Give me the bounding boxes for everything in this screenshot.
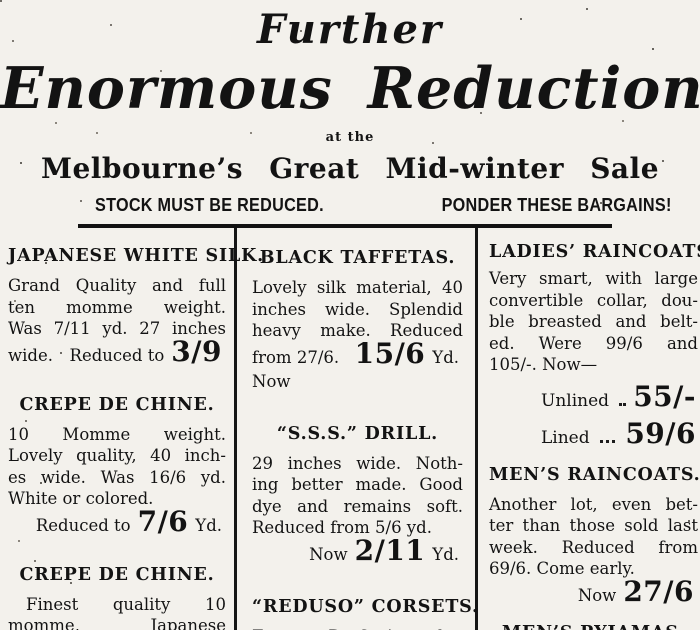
item-text-line: 10 Momme weight. <box>8 424 226 444</box>
item-heading: “S.S.S.” DRILL. <box>276 423 439 444</box>
item-text-line: Another lot, even bet- <box>489 494 698 514</box>
price-lead-text: wide. <box>8 345 53 365</box>
item-heading: BLACK TAFFETAS. <box>259 248 456 268</box>
price-lead-text: from 27/6. Now <box>252 347 340 391</box>
price-value: 59/6 <box>625 416 696 450</box>
ad-headline: Enormous Reductions <box>0 55 700 122</box>
item-text-line: ter than those sold last <box>489 516 698 535</box>
price-option-unlined: Unlined 55/- <box>489 380 698 413</box>
item-text-line: ble breasted and belt- <box>489 312 698 331</box>
price-line: Now 27/6 <box>489 574 698 608</box>
price-value: 55/- <box>633 379 696 413</box>
price-value: 3/9 <box>171 334 222 368</box>
item-heading: MEN’S RAINCOATS. <box>489 464 700 485</box>
item-heading: JAPANESE WHITE SILK. <box>8 246 264 266</box>
column-clothing-right: LADIES’ RAINCOATS. Very smart, with larg… <box>475 228 700 630</box>
item-text-line: Lovely silk material, 40 <box>252 278 463 297</box>
item-text-line: 29 inches wide. Noth- <box>252 453 463 473</box>
item-text-line: ten momme weight. <box>8 297 226 317</box>
price-label: Now <box>309 544 348 564</box>
price-value: 15/6 <box>354 336 426 370</box>
listing-columns: JAPANESE WHITE SILK. Grand Quality and f… <box>0 228 700 630</box>
item-heading: MEN’S PYJAMAS. <box>489 623 698 630</box>
item-text-line: ing better made. Good <box>252 475 463 494</box>
ad-connector-text: at the <box>325 130 375 145</box>
price-line: Reduced to 7/6 Yd. <box>8 504 226 538</box>
strikethrough-leader <box>619 393 624 406</box>
slogan-row: STOCK MUST BE REDUCED. PONDER THESE BARG… <box>0 185 700 216</box>
item-text-line: convertible collar, dou- <box>489 290 698 310</box>
horizontal-rule <box>78 224 612 228</box>
column-fabrics-middle: BLACK TAFFETAS. Lovely silk material, 40… <box>234 228 479 630</box>
store-sale-title: Melbourne’s Great Mid-winter Sale <box>40 152 660 185</box>
item-text-line: Was 7/11 yd. 27 inches <box>8 319 226 338</box>
price-label: Reduced to <box>69 345 165 365</box>
strikethrough-leader <box>599 430 616 443</box>
item-text-line: es wide. Was 16/6 yd. <box>8 467 226 487</box>
price-label: Now <box>577 585 617 605</box>
item-text-line: 105/-. Now— <box>489 355 598 374</box>
item-heading: “REDUSO” CORSETS. <box>252 596 479 617</box>
price-value: 2/11 <box>354 533 426 567</box>
ad-item-black-taffetas: BLACK TAFFETAS. Lovely silk material, 40… <box>252 248 463 394</box>
column-divider-right <box>475 228 478 630</box>
item-heading: CREPE DE CHINE. <box>19 564 215 585</box>
item-text-line: dye and remains soft. <box>252 496 463 516</box>
item-text-line: Reduced from 5/6 yd. <box>252 518 432 537</box>
ad-item-japanese-white-silk: JAPANESE WHITE SILK. Grand Quality and f… <box>8 246 264 368</box>
ad-item-reduso-corsets: “REDUSO” CORSETS. Famous D. & A. make. B… <box>252 596 479 630</box>
option-name: Unlined <box>541 390 610 411</box>
price-label: Reduced to <box>35 515 131 535</box>
item-text-line: week. Reduced from <box>489 537 698 557</box>
item-text-line: Grand Quality and full <box>8 276 226 295</box>
price-unit: Yd. <box>195 515 222 535</box>
item-text-line: 69/6. Come early. <box>489 559 635 578</box>
item-text-line: heavy make. Reduced <box>252 321 463 340</box>
item-heading: LADIES’ RAINCOATS. <box>489 242 700 262</box>
item-text-line: momme, Japanese <box>8 616 226 630</box>
column-divider-left <box>234 228 237 630</box>
ad-item-sss-drill: “S.S.S.” DRILL. 29 inches wide. Noth- in… <box>252 424 463 567</box>
ad-item-crepe-de-chine-1: CREPE DE CHINE. 10 Momme weight. Lovely … <box>8 395 226 538</box>
price-line: wide. Reduced to 3/9 <box>8 334 226 368</box>
ad-item-ladies-raincoats: LADIES’ RAINCOATS. Very smart, with larg… <box>489 242 700 450</box>
item-text-line: White or colored. <box>8 489 154 508</box>
ad-item-mens-pyjamas: MEN’S PYJAMAS. Bought “job” from a hard-… <box>489 623 698 630</box>
price-value: 27/6 <box>623 574 694 608</box>
scan-noise-speckles <box>0 0 2 2</box>
item-text-line: inches wide. Splendid <box>252 299 463 319</box>
column-fabrics-left: JAPANESE WHITE SILK. Grand Quality and f… <box>0 228 264 630</box>
item-text-line: Very smart, with large <box>489 269 698 288</box>
ad-item-crepe-de-chine-2: CREPE DE CHINE. Finest quality 10 momme,… <box>8 565 226 630</box>
item-text-line: Finest quality 10 <box>26 594 226 614</box>
item-text-line: Famous D. & A. make. <box>252 626 463 630</box>
slogan-right: PONDER THESE BARGAINS! <box>441 195 672 215</box>
ad-kicker: Further <box>257 6 443 53</box>
price-option-lined: Lined 59/6 <box>489 417 698 450</box>
price-line: Now 2/11 Yd. <box>252 533 463 567</box>
price-line: from 27/6. Now 15/6 Yd. <box>252 336 463 394</box>
price-unit: Yd. <box>432 347 459 367</box>
ad-item-mens-raincoats: MEN’S RAINCOATS. Another lot, even bet- … <box>489 464 700 608</box>
item-text-line: Lovely quality, 40 inch- <box>8 446 226 465</box>
slogan-left: STOCK MUST BE REDUCED. <box>95 195 324 215</box>
item-heading: CREPE DE CHINE. <box>19 394 215 415</box>
price-value: 7/6 <box>137 504 189 538</box>
item-text-line: ed. Were 99/6 and <box>489 333 698 353</box>
price-unit: Yd. <box>432 544 459 564</box>
option-name: Lined <box>541 427 590 448</box>
